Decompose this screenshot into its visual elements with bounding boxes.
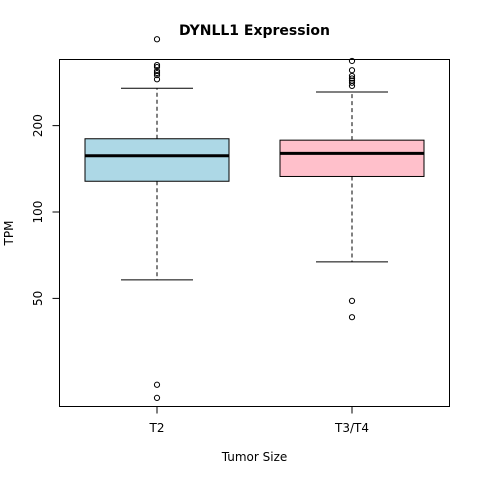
x-tick-label: T2 [149, 421, 165, 435]
box [84, 138, 230, 182]
outlier-point [348, 75, 356, 82]
outlier-point [153, 67, 161, 75]
outlier-point [153, 69, 161, 77]
x-axis-label: Tumor Size [221, 450, 288, 464]
y-tick-label: 50 [31, 291, 45, 306]
y-axis: 50 100 200 [31, 114, 60, 306]
chart-title: DYNLL1 Expression [179, 23, 330, 39]
boxes [84, 36, 425, 402]
outlier-point [153, 394, 161, 402]
outlier-point [348, 79, 356, 86]
box-group-t2 [84, 36, 230, 402]
x-axis: T2 T3/T4 [149, 406, 369, 435]
outlier-point [153, 381, 161, 388]
y-axis-label: TPM [2, 221, 16, 247]
box [279, 139, 425, 177]
outlier-point [348, 67, 356, 74]
outlier-point [348, 314, 356, 321]
outlier-point [153, 76, 161, 83]
x-tick-label: T3/T4 [334, 421, 369, 435]
outlier-point [153, 62, 161, 69]
outlier-point [153, 71, 161, 79]
outlier-point [348, 57, 356, 65]
box-group-t3-t4 [279, 57, 425, 321]
outlier-point [153, 36, 161, 43]
outlier-point [153, 63, 161, 71]
outlier-point [348, 297, 356, 305]
outlier-point [348, 77, 356, 84]
y-tick-label: 200 [31, 114, 45, 137]
y-tick-label: 100 [31, 201, 45, 224]
outlier-point [348, 72, 356, 80]
